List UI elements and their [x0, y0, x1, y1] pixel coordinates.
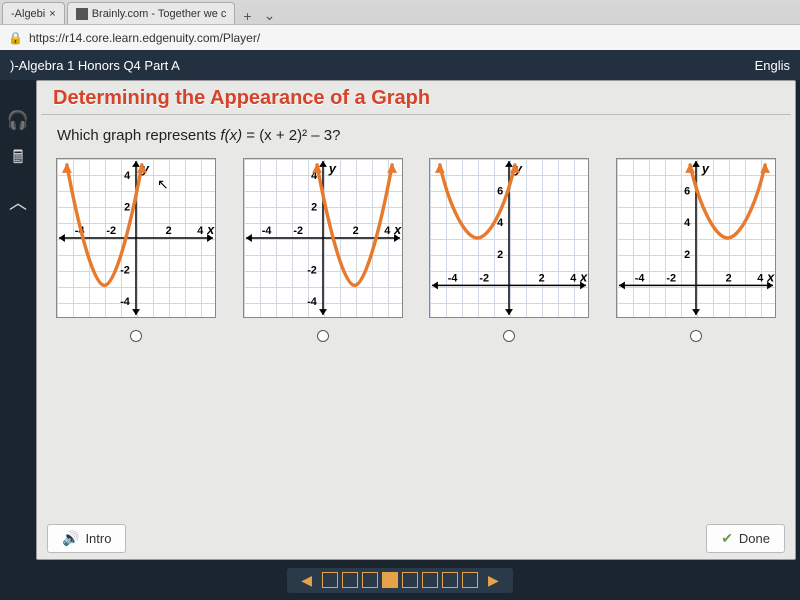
- svg-text:x: x: [579, 269, 588, 284]
- question-prefix: Which graph represents: [57, 127, 220, 144]
- svg-text:x: x: [206, 222, 215, 237]
- graph-box: -4-22424-2-4yx: [56, 158, 216, 318]
- graph-box: -4-22424-2-4yx: [243, 158, 403, 318]
- graph-option-1: -4-22424-2-4yx: [56, 158, 216, 342]
- svg-text:-4: -4: [262, 225, 272, 237]
- svg-text:-2: -2: [120, 265, 130, 277]
- svg-text:6: 6: [684, 186, 690, 198]
- question-fx: f(x): [220, 127, 242, 144]
- headphones-icon[interactable]: 🎧: [7, 110, 29, 131]
- browser-tab-2[interactable]: Brainly.com - Together we c: [67, 2, 236, 24]
- close-icon[interactable]: ×: [49, 8, 55, 20]
- progress-box-3[interactable]: [362, 572, 378, 588]
- svg-text:2: 2: [166, 225, 172, 237]
- footer-bar: 🔊 Intro ✔ Done: [47, 524, 785, 553]
- cursor-icon: ↖: [157, 176, 169, 193]
- svg-text:6: 6: [497, 186, 503, 198]
- svg-text:-4: -4: [448, 272, 458, 284]
- svg-text:2: 2: [539, 272, 545, 284]
- option-radio-4[interactable]: [690, 330, 702, 342]
- lock-icon: 🔒: [8, 31, 23, 45]
- bottom-strip: ◀ ▶: [0, 560, 800, 600]
- svg-text:-2: -2: [107, 225, 117, 237]
- svg-text:-2: -2: [480, 272, 490, 284]
- graph-svg: -4-224246yx: [430, 159, 588, 317]
- panel-title: Determining the Appearance of a Graph: [37, 81, 795, 114]
- svg-text:-2: -2: [307, 265, 317, 277]
- progress-boxes: [322, 572, 478, 588]
- option-radio-2[interactable]: [317, 330, 329, 342]
- url-text: https://r14.core.learn.edgenuity.com/Pla…: [29, 31, 260, 45]
- svg-text:2: 2: [725, 272, 731, 284]
- option-radio-1[interactable]: [130, 330, 142, 342]
- collapse-icon[interactable]: ︿: [9, 189, 27, 215]
- svg-text:2: 2: [684, 249, 690, 261]
- panel-separator: [41, 114, 791, 115]
- svg-text:4: 4: [684, 217, 690, 229]
- svg-text:x: x: [393, 222, 402, 237]
- svg-text:y: y: [328, 161, 337, 176]
- intro-button[interactable]: 🔊 Intro: [47, 524, 126, 553]
- question-text: Which graph represents f(x) = (x + 2)² –…: [37, 125, 795, 158]
- new-tab-button[interactable]: +: [237, 8, 257, 24]
- progress-box-8[interactable]: [462, 572, 478, 588]
- speaker-icon: 🔊: [62, 530, 79, 547]
- progress-box-7[interactable]: [442, 572, 458, 588]
- svg-text:4: 4: [757, 272, 763, 284]
- svg-text:x: x: [766, 269, 775, 284]
- graph-svg: -4 -2 2 4 2 4 6y x: [617, 159, 775, 317]
- progress-next[interactable]: ▶: [482, 572, 505, 589]
- graph-option-2: -4-22424-2-4yx: [243, 158, 403, 342]
- side-icon-bar: 🎧 🖩 ︿: [0, 110, 36, 215]
- favicon-icon: [76, 8, 88, 20]
- svg-text:2: 2: [497, 249, 503, 261]
- svg-text:4: 4: [570, 272, 576, 284]
- svg-text:-2: -2: [293, 225, 303, 237]
- svg-text:-4: -4: [120, 296, 130, 308]
- graph-svg: -4-22424-2-4yx: [57, 159, 215, 317]
- progress-prev[interactable]: ◀: [295, 572, 318, 589]
- svg-text:-4: -4: [635, 272, 645, 284]
- progress-box-1[interactable]: [322, 572, 338, 588]
- question-expr: = (x + 2)² – 3?: [242, 127, 340, 144]
- svg-text:-4: -4: [307, 296, 317, 308]
- course-title: )-Algebra 1 Honors Q4 Part A: [10, 58, 180, 73]
- graph-svg: -4-22424-2-4yx: [244, 159, 402, 317]
- check-icon: ✔: [721, 530, 733, 547]
- options-row: -4-22424-2-4yx-4-22424-2-4yx-4-224246yx-…: [37, 158, 795, 342]
- progress-box-2[interactable]: [342, 572, 358, 588]
- svg-text:4: 4: [124, 170, 130, 182]
- graph-box: -4 -2 2 4 2 4 6y x: [616, 158, 776, 318]
- tab-label: Brainly.com - Together we c: [92, 8, 227, 20]
- tab-label: -Algebi: [11, 8, 45, 20]
- language-label[interactable]: Englis: [755, 58, 790, 73]
- progress-box-5[interactable]: [402, 572, 418, 588]
- done-button[interactable]: ✔ Done: [706, 524, 785, 553]
- intro-label: Intro: [85, 531, 111, 546]
- calculator-icon[interactable]: 🖩: [13, 145, 24, 175]
- option-radio-3[interactable]: [503, 330, 515, 342]
- browser-chrome: -Algebi × Brainly.com - Together we c + …: [0, 0, 800, 50]
- svg-text:2: 2: [352, 225, 358, 237]
- svg-text:4: 4: [197, 225, 203, 237]
- graph-box: -4-224246yx: [429, 158, 589, 318]
- svg-text:2: 2: [311, 201, 317, 213]
- svg-text:y: y: [701, 161, 710, 176]
- address-bar[interactable]: 🔒 https://r14.core.learn.edgenuity.com/P…: [0, 24, 800, 50]
- progress-box-6[interactable]: [422, 572, 438, 588]
- tabs-chevron-icon[interactable]: ⌄: [258, 7, 282, 24]
- content-panel: Determining the Appearance of a Graph Wh…: [36, 80, 796, 560]
- graph-option-4: -4 -2 2 4 2 4 6y x: [616, 158, 776, 342]
- svg-text:4: 4: [384, 225, 390, 237]
- svg-text:2: 2: [124, 201, 130, 213]
- tab-row: -Algebi × Brainly.com - Together we c + …: [0, 0, 800, 24]
- browser-tab-1[interactable]: -Algebi ×: [2, 2, 65, 24]
- graph-option-3: -4-224246yx: [429, 158, 589, 342]
- app-header: )-Algebra 1 Honors Q4 Part A Englis: [0, 50, 800, 80]
- progress-bar: ◀ ▶: [287, 568, 513, 593]
- progress-box-4[interactable]: [382, 572, 398, 588]
- svg-text:-2: -2: [666, 272, 676, 284]
- done-label: Done: [739, 531, 770, 546]
